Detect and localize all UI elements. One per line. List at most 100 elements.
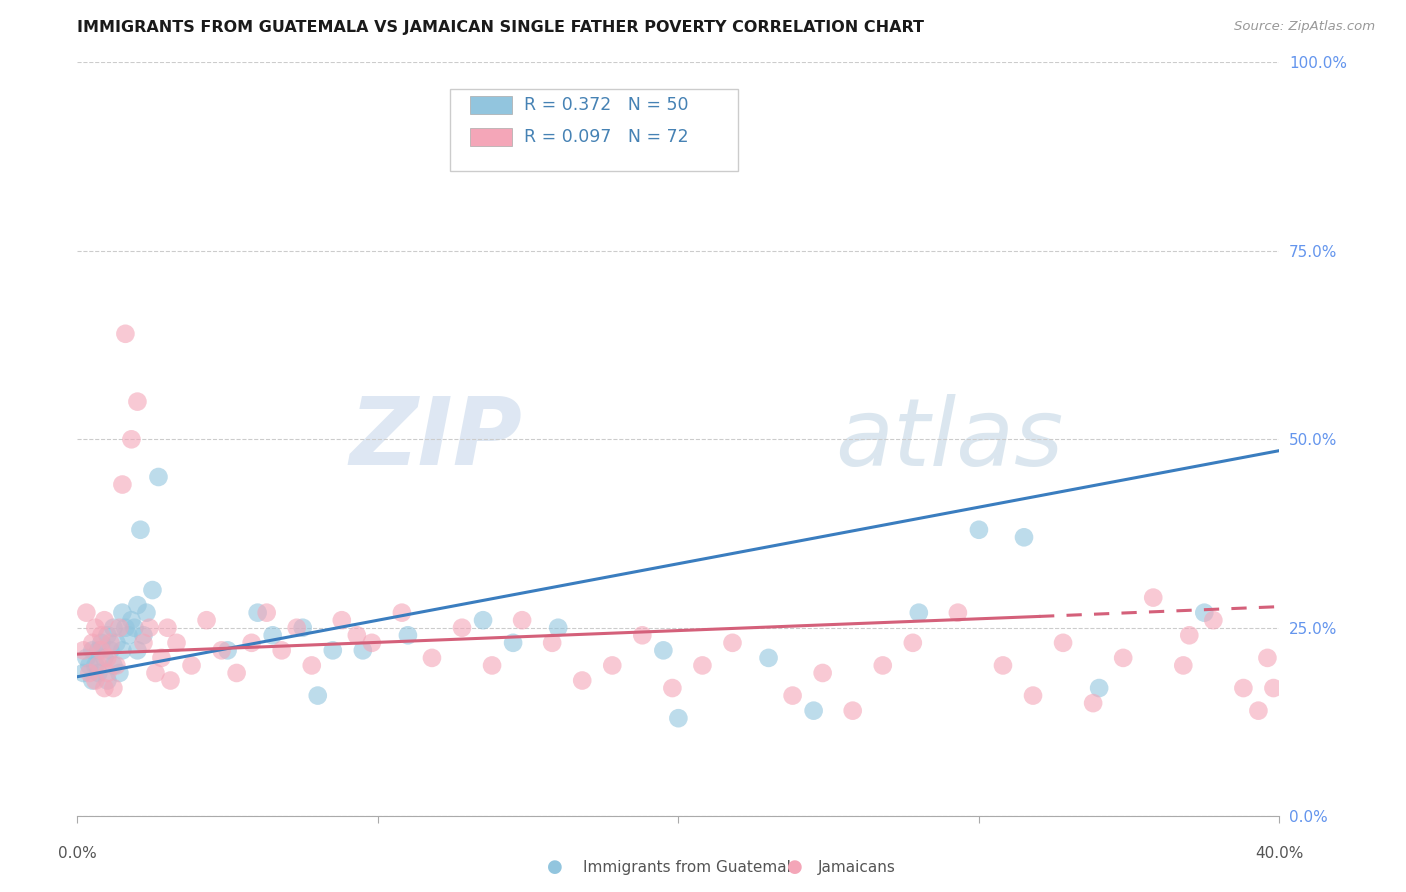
Point bbox=[1112, 651, 1135, 665]
Point bbox=[96, 665, 118, 680]
Text: Jamaicans: Jamaicans bbox=[818, 860, 896, 874]
Point bbox=[571, 673, 593, 688]
Point bbox=[240, 636, 263, 650]
Text: Source: ZipAtlas.com: Source: ZipAtlas.com bbox=[1234, 20, 1375, 33]
Point bbox=[159, 673, 181, 688]
Point bbox=[79, 658, 101, 673]
Point bbox=[225, 665, 247, 680]
Point bbox=[217, 643, 239, 657]
Point bbox=[111, 606, 134, 620]
Point bbox=[148, 470, 170, 484]
Point bbox=[150, 651, 173, 665]
Point bbox=[100, 636, 122, 650]
Point bbox=[541, 636, 564, 650]
Point bbox=[346, 628, 368, 642]
Point bbox=[1052, 636, 1074, 650]
Point bbox=[84, 673, 107, 688]
Point bbox=[872, 658, 894, 673]
Point bbox=[132, 636, 155, 650]
Point bbox=[1194, 606, 1216, 620]
Point bbox=[908, 606, 931, 620]
Point bbox=[141, 583, 163, 598]
Text: ●: ● bbox=[786, 858, 803, 876]
Point bbox=[262, 628, 284, 642]
Point bbox=[79, 665, 101, 680]
Point bbox=[105, 636, 128, 650]
Point bbox=[75, 651, 97, 665]
Point bbox=[246, 606, 269, 620]
Point bbox=[87, 665, 110, 680]
Point bbox=[1202, 613, 1225, 627]
Point bbox=[211, 643, 233, 657]
Point bbox=[138, 621, 160, 635]
Point bbox=[117, 628, 139, 642]
Point bbox=[1088, 681, 1111, 695]
Point bbox=[547, 621, 569, 635]
Point bbox=[93, 681, 115, 695]
Point bbox=[782, 689, 804, 703]
Point bbox=[285, 621, 308, 635]
Point bbox=[1232, 681, 1254, 695]
Point bbox=[75, 606, 97, 620]
Point bbox=[841, 704, 863, 718]
Point bbox=[352, 643, 374, 657]
Point bbox=[93, 613, 115, 627]
Point bbox=[195, 613, 218, 627]
Point bbox=[991, 658, 1014, 673]
Point bbox=[270, 643, 292, 657]
Point bbox=[114, 621, 136, 635]
Point bbox=[84, 621, 107, 635]
Text: R = 0.372   N = 50: R = 0.372 N = 50 bbox=[524, 96, 689, 114]
Point bbox=[803, 704, 825, 718]
Point bbox=[1081, 696, 1104, 710]
Point bbox=[166, 636, 188, 650]
Point bbox=[87, 658, 110, 673]
Point bbox=[111, 477, 134, 491]
Point bbox=[103, 621, 125, 635]
Point bbox=[291, 621, 314, 635]
Point bbox=[901, 636, 924, 650]
Point bbox=[82, 643, 104, 657]
Point bbox=[84, 658, 107, 673]
Point bbox=[1012, 530, 1035, 544]
Point bbox=[90, 628, 112, 642]
Point bbox=[100, 643, 122, 657]
Point bbox=[111, 643, 134, 657]
Point bbox=[93, 651, 115, 665]
Point bbox=[82, 636, 104, 650]
Point bbox=[114, 326, 136, 341]
Point bbox=[72, 643, 94, 657]
Text: R = 0.097   N = 72: R = 0.097 N = 72 bbox=[524, 128, 689, 146]
Point bbox=[72, 665, 94, 680]
Point bbox=[145, 665, 167, 680]
Text: 40.0%: 40.0% bbox=[1256, 847, 1303, 862]
Point bbox=[96, 628, 118, 642]
Point bbox=[103, 681, 125, 695]
Point bbox=[127, 643, 149, 657]
Text: IMMIGRANTS FROM GUATEMALA VS JAMAICAN SINGLE FATHER POVERTY CORRELATION CHART: IMMIGRANTS FROM GUATEMALA VS JAMAICAN SI… bbox=[77, 20, 924, 35]
Point bbox=[652, 643, 675, 657]
Point bbox=[108, 665, 131, 680]
Point bbox=[1263, 681, 1285, 695]
Point bbox=[631, 628, 654, 642]
Point bbox=[1022, 689, 1045, 703]
Point bbox=[1256, 651, 1278, 665]
Point bbox=[758, 651, 780, 665]
Point bbox=[256, 606, 278, 620]
Point bbox=[90, 643, 112, 657]
Point bbox=[156, 621, 179, 635]
Point bbox=[510, 613, 533, 627]
Point bbox=[90, 636, 112, 650]
Point bbox=[1173, 658, 1195, 673]
Point bbox=[96, 651, 118, 665]
Point bbox=[946, 606, 969, 620]
Point bbox=[391, 606, 413, 620]
Point bbox=[307, 689, 329, 703]
Text: Immigrants from Guatemala: Immigrants from Guatemala bbox=[583, 860, 801, 874]
Point bbox=[87, 643, 110, 657]
Point bbox=[396, 628, 419, 642]
Point bbox=[301, 658, 323, 673]
Point bbox=[811, 665, 834, 680]
Point bbox=[472, 613, 495, 627]
Point bbox=[127, 394, 149, 409]
